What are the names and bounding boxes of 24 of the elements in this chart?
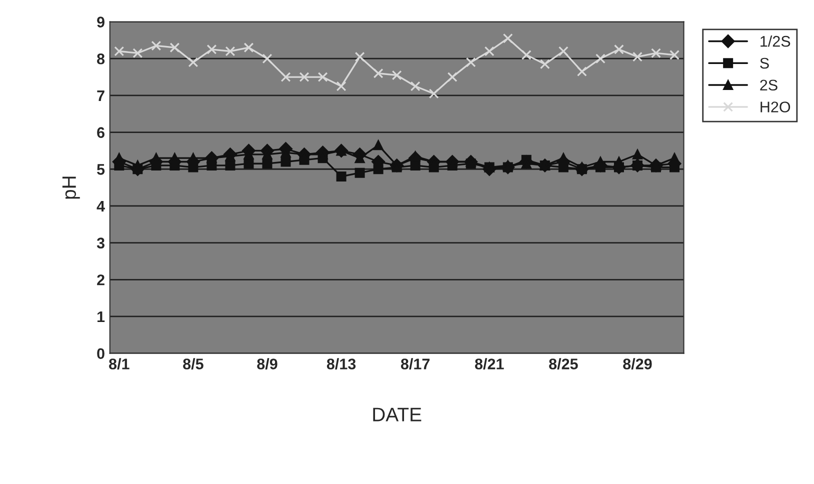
x-tick-label: 8/17: [400, 358, 430, 370]
y-tick-label: 9: [97, 16, 104, 28]
x-tick-label: 8/29: [623, 358, 652, 370]
y-tick-label: 4: [96, 200, 105, 212]
y-tick-label: 3: [96, 238, 104, 249]
y-tick-label: 2: [97, 274, 104, 286]
legend-label: S: [760, 58, 769, 69]
y-tick-label: 7: [97, 90, 104, 101]
x-tick-label: 8/21: [475, 358, 504, 370]
y-tick-label: 8: [97, 53, 105, 64]
legend-label: H2O: [760, 102, 790, 112]
y-tick-label: 6: [97, 127, 104, 138]
legend-label: 2S: [760, 80, 778, 91]
x-tick-label: 8/9: [257, 358, 278, 370]
x-tick-label: 8/25: [549, 358, 578, 370]
x-tick-label: 8/1: [109, 358, 130, 370]
x-tick-label: 8/5: [183, 358, 204, 370]
x-tick-label: 8/13: [326, 358, 356, 370]
y-tick-label: 1: [97, 312, 105, 322]
legend-label: 1/2S: [760, 36, 790, 47]
y-tick-label: 0: [97, 348, 104, 360]
y-tick-label: 5: [97, 164, 105, 175]
x-axis-title: DATE: [373, 408, 422, 422]
y-axis-title: pH: [62, 176, 80, 199]
